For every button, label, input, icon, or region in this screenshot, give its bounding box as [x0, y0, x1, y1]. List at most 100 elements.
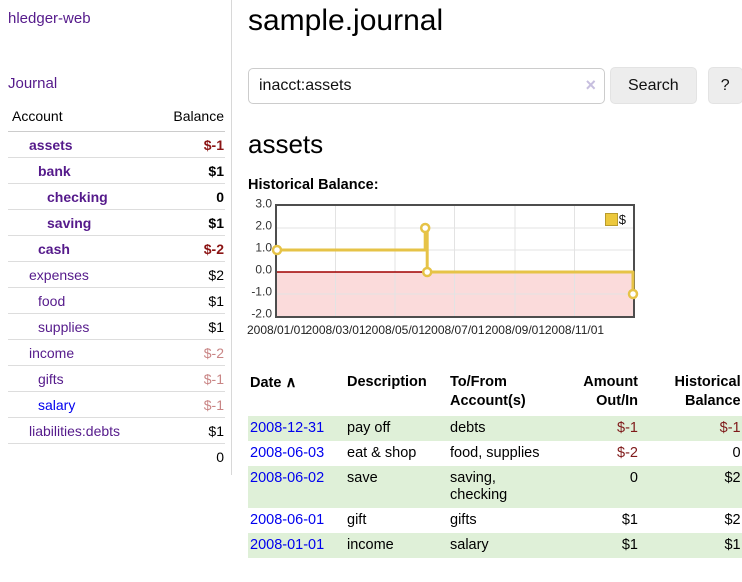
transaction-balance: 0 [732, 445, 741, 461]
x-axis-tick-label: 2008/05/01 [364, 323, 426, 337]
transaction-amount: $-1 [554, 416, 640, 441]
account-balance: $1 [153, 209, 225, 236]
y-axis-tick-label: -1.0 [251, 284, 272, 299]
account-balance: $1 [153, 417, 225, 444]
transaction-amount: $-2 [617, 445, 638, 461]
journal-nav-link[interactable]: Journal [8, 75, 58, 92]
transaction-amount: $1 [621, 512, 638, 528]
account-balance: $-2 [153, 235, 225, 262]
account-link[interactable]: assets [29, 137, 73, 153]
account-balance: $1 [153, 157, 225, 184]
y-axis-tick-label: -2.0 [251, 306, 272, 321]
amount-column-header: Amount Out/In [583, 374, 638, 409]
chart-plot-area: $ [271, 204, 639, 318]
account-link[interactable]: liabilities:debts [29, 423, 121, 439]
search-button[interactable]: Search [610, 67, 697, 104]
account-row: expenses $2 [8, 261, 225, 288]
account-balance: 0 [153, 183, 225, 210]
account-link[interactable]: cash [38, 241, 70, 257]
page: hledger-web Journal Account Balance asse… [0, 0, 742, 558]
legend-label: $ [618, 212, 626, 227]
account-heading: assets [248, 129, 324, 159]
account-row: gifts $-1 [8, 365, 225, 392]
account-row: salary $-1 [8, 391, 225, 418]
transaction-balance: $2 [724, 512, 741, 528]
account-link[interactable]: supplies [38, 319, 90, 335]
transaction-amount: $1 [554, 533, 640, 558]
search-input[interactable] [248, 67, 605, 104]
transaction-accounts: salary [448, 533, 554, 558]
transaction-description: save [345, 466, 448, 508]
account-link[interactable]: food [38, 293, 66, 309]
main-content: sample.journal × Search ? assets Histori… [232, 0, 742, 558]
account-balance: $2 [153, 261, 225, 288]
account-balance: $-2 [153, 339, 225, 366]
account-link[interactable]: checking [47, 189, 108, 205]
app-title-link[interactable]: hledger-web [8, 10, 91, 27]
account-link[interactable]: expenses [29, 267, 89, 283]
accounts-column-header: To/From Account(s) [450, 374, 526, 409]
transaction-date-link[interactable]: 2008-01-01 [250, 537, 325, 553]
legend-swatch-icon [604, 213, 618, 226]
date-column-header[interactable]: Date ∧ [250, 374, 297, 391]
account-row: cash $-2 [8, 235, 225, 262]
transaction-description: gift [347, 512, 367, 528]
register-row: 2008-06-01 gift gifts $1 $2 [248, 508, 742, 533]
register-row: 2008-12-31 pay off debts $-1 $-1 [248, 416, 742, 441]
account-link[interactable]: salary [38, 397, 76, 413]
chart-legend: $ [604, 212, 626, 227]
transaction-amount: 0 [554, 466, 640, 508]
transaction-balance: $1 [640, 533, 742, 558]
register-row: 2008-06-02 save saving, checking 0 $2 [248, 466, 742, 508]
transaction-description: income [345, 533, 448, 558]
account-balance: $1 [153, 313, 225, 340]
chart-title: Historical Balance: [248, 177, 379, 193]
transaction-description: pay off [345, 416, 448, 441]
y-axis-tick-label: 1.0 [255, 240, 272, 255]
account-row: income $-2 [8, 339, 225, 366]
balance-column-header: Historical Balance [674, 374, 741, 409]
account-row: supplies $1 [8, 313, 225, 340]
transaction-date-link[interactable]: 2008-06-03 [250, 445, 325, 461]
account-link[interactable]: bank [38, 163, 71, 179]
account-link[interactable]: income [29, 345, 75, 361]
register-row: 2008-06-03 eat & shop food, supplies $-2 0 [248, 441, 742, 466]
clear-search-icon[interactable]: × [585, 74, 596, 95]
accounts-total-row: 0 [8, 443, 225, 469]
transaction-balance: $2 [640, 466, 742, 508]
x-axis-tick-label: 2008/03/01 [305, 323, 366, 337]
accounts-table: Account Balance assets $-1 bank $1 checking 0… [8, 106, 225, 469]
account-row: assets $-1 [8, 131, 225, 158]
transaction-accounts: debts [448, 416, 554, 441]
transaction-date-link[interactable]: 2008-06-01 [250, 512, 325, 528]
page-title: sample.journal [248, 4, 444, 37]
y-axis-tick-label: 2.0 [255, 218, 272, 233]
account-row: saving $1 [8, 209, 225, 236]
x-axis-tick-label: 2008/01/01 [246, 323, 308, 337]
chart-svg [271, 206, 639, 316]
transaction-balance: $-1 [640, 416, 742, 441]
help-button[interactable]: ? [707, 67, 742, 104]
account-balance: $1 [153, 287, 225, 314]
transaction-accounts: gifts [450, 512, 477, 528]
description-column-header: Description [347, 374, 427, 390]
account-balance: $-1 [153, 365, 225, 392]
account-link[interactable]: saving [47, 215, 92, 231]
account-row: food $1 [8, 287, 225, 314]
y-axis-tick-label: 3.0 [255, 196, 272, 211]
x-axis-tick-label: 2008/07/01 [424, 323, 485, 337]
x-axis-tick-label: 2008/11/01 [544, 323, 605, 337]
account-balance: $-1 [153, 391, 225, 418]
transaction-accounts: food, supplies [450, 445, 540, 461]
transaction-date-link[interactable]: 2008-06-02 [250, 470, 325, 486]
sidebar: hledger-web Journal Account Balance asse… [0, 0, 232, 475]
y-axis-tick-label: 0.0 [255, 262, 272, 277]
balance-column-header: Balance [153, 106, 225, 132]
transaction-accounts: saving, checking [448, 466, 554, 508]
register-row: 2008-01-01 income salary $1 $1 [248, 533, 742, 558]
accounts-column-header: Account [8, 106, 154, 132]
transaction-date-link[interactable]: 2008-12-31 [250, 420, 325, 436]
account-row: bank $1 [8, 157, 225, 184]
balance-chart: 3.0 2.0 1.0 0.0 -1.0 -2.0 $ 2008/01/01 2008/03… [246, 197, 742, 349]
account-link[interactable]: gifts [38, 371, 64, 387]
